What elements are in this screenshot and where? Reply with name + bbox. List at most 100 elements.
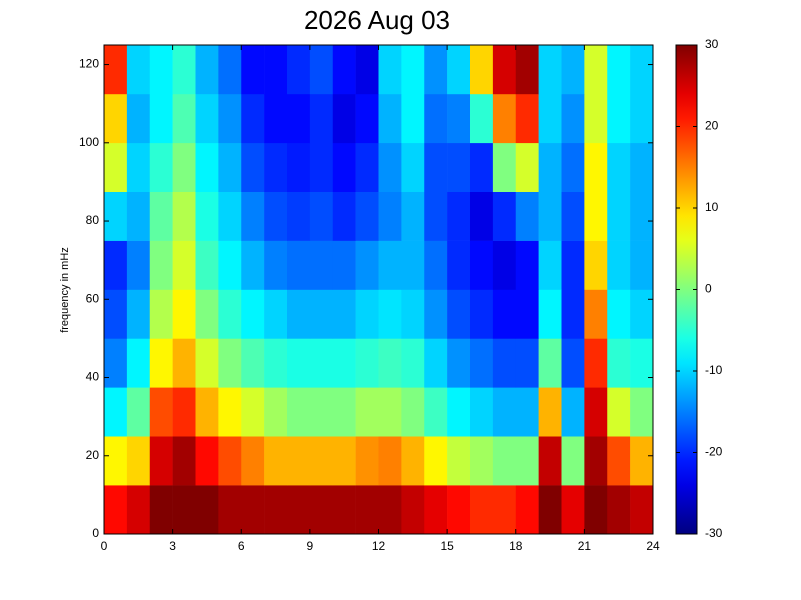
- heatmap-cell: [584, 93, 608, 144]
- heatmap-cell: [515, 289, 539, 339]
- heatmap-cell: [607, 436, 631, 486]
- x-tick-label: 6: [238, 539, 245, 553]
- x-tick-label: 15: [440, 539, 454, 553]
- heatmap-cell: [424, 387, 448, 437]
- colorbar-tick-label: 20: [705, 119, 719, 133]
- heatmap-cell: [195, 289, 219, 339]
- heatmap-cell: [515, 142, 539, 192]
- heatmap-cell: [607, 387, 631, 437]
- heatmap-cell: [447, 387, 471, 437]
- heatmap-cell: [630, 191, 654, 241]
- heatmap-cell: [378, 485, 402, 535]
- heatmap-cell: [218, 45, 242, 95]
- heatmap-cell: [607, 338, 631, 388]
- heatmap-cell: [630, 45, 654, 95]
- heatmap-cell: [424, 338, 448, 388]
- heatmap-cell: [378, 436, 402, 486]
- heatmap-cell: [584, 387, 608, 437]
- heatmap-cell: [287, 191, 311, 241]
- heatmap-cell: [264, 93, 288, 144]
- heatmap-cell: [104, 240, 128, 290]
- heatmap-cell: [195, 240, 219, 290]
- heatmap-cell: [218, 387, 242, 437]
- heatmap-cell: [104, 485, 128, 535]
- heatmap-cell: [104, 436, 128, 486]
- heatmap-cell: [470, 436, 494, 486]
- chart-title: 2026 Aug 03: [304, 5, 450, 35]
- heatmap-cell: [332, 387, 356, 437]
- x-tick-label: 24: [646, 539, 660, 553]
- heatmap-cell: [104, 338, 128, 388]
- heatmap-cell: [287, 387, 311, 437]
- heatmap-cell: [264, 485, 288, 535]
- heatmap-cell: [104, 45, 128, 95]
- heatmap-cell: [584, 338, 608, 388]
- heatmap-cell: [470, 93, 494, 144]
- heatmap-cell: [378, 387, 402, 437]
- heatmap-cell: [378, 93, 402, 144]
- heatmap-cell: [492, 338, 517, 388]
- heatmap-cell: [492, 45, 517, 95]
- heatmap-cell: [332, 93, 356, 144]
- heatmap-cell: [241, 436, 265, 486]
- heatmap-cell: [447, 93, 471, 144]
- y-tick-label: 20: [86, 448, 100, 462]
- heatmap-cell: [241, 191, 265, 241]
- heatmap-cell: [218, 289, 242, 339]
- heatmap-cell: [584, 485, 608, 535]
- heatmap-cell: [492, 191, 517, 241]
- heatmap-cell: [630, 240, 654, 290]
- heatmap-cell: [104, 289, 128, 339]
- heatmap-cell: [470, 191, 494, 241]
- heatmap-cell: [470, 240, 494, 290]
- heatmap-cell: [424, 142, 448, 192]
- heatmap-cell: [218, 191, 242, 241]
- heatmap-cell: [401, 289, 425, 339]
- heatmap-cell: [424, 240, 448, 290]
- heatmap-cell: [172, 93, 196, 144]
- heatmap-cell: [126, 240, 151, 290]
- y-axis-label: frequency in mHz: [59, 247, 71, 333]
- heatmap-cell: [470, 485, 494, 535]
- heatmap-cell: [447, 142, 471, 192]
- heatmap-cell: [149, 93, 173, 144]
- heatmap-cell: [287, 436, 311, 486]
- heatmap-cell: [424, 485, 448, 535]
- heatmap-cell: [241, 338, 265, 388]
- heatmap-cell: [630, 289, 654, 339]
- heatmap-cell: [630, 387, 654, 437]
- heatmap-cell: [309, 93, 334, 144]
- colorbar-tick-label: -20: [705, 445, 723, 459]
- heatmap-cell: [149, 191, 173, 241]
- heatmap-cell: [607, 289, 631, 339]
- heatmap-cell: [378, 191, 402, 241]
- heatmap-cell: [401, 45, 425, 95]
- heatmap-cell: [355, 485, 379, 535]
- heatmap-cell: [172, 45, 196, 95]
- heatmap-cell: [378, 289, 402, 339]
- heatmap-cell: [126, 338, 151, 388]
- heatmap-cell: [195, 387, 219, 437]
- heatmap-cell: [584, 240, 608, 290]
- heatmap-cell: [538, 485, 562, 535]
- heatmap-cell: [561, 485, 585, 535]
- heatmap-cell: [309, 436, 334, 486]
- heatmap-cell: [195, 436, 219, 486]
- heatmap-cell: [332, 289, 356, 339]
- heatmap-cell: [401, 142, 425, 192]
- heatmap-cell: [584, 191, 608, 241]
- heatmap-cell: [287, 240, 311, 290]
- heatmap-cell: [264, 338, 288, 388]
- y-tick-label: 100: [79, 135, 99, 149]
- colorbar-tick-label: 10: [705, 200, 719, 214]
- heatmap-cell: [195, 485, 219, 535]
- heatmap-cell: [172, 387, 196, 437]
- heatmap-cell: [355, 289, 379, 339]
- colorbar-tick-label: -10: [705, 363, 723, 377]
- heatmap-cell: [149, 485, 173, 535]
- heatmap-cell: [149, 240, 173, 290]
- heatmap-cell: [218, 142, 242, 192]
- heatmap-cell: [607, 45, 631, 95]
- heatmap-cell: [241, 142, 265, 192]
- heatmap-cell: [515, 191, 539, 241]
